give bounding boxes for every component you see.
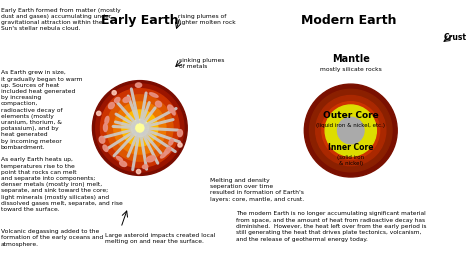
Circle shape [137, 169, 141, 174]
Ellipse shape [105, 116, 109, 124]
Text: Melting and density
seperation over time
resulted in formation of Earth's
layers: Melting and density seperation over time… [210, 178, 305, 201]
Text: (solid iron
& nickel): (solid iron & nickel) [337, 155, 365, 166]
Ellipse shape [146, 156, 155, 162]
Text: Volcanic degassing added to the
formation of the early oceans and
atmosphere.: Volcanic degassing added to the formatio… [1, 229, 103, 247]
Circle shape [97, 111, 101, 115]
Text: Early Earth: Early Earth [101, 14, 179, 27]
Ellipse shape [143, 165, 148, 169]
Ellipse shape [123, 97, 130, 102]
Text: Outer Core: Outer Core [323, 111, 379, 120]
Ellipse shape [103, 123, 108, 132]
Ellipse shape [115, 98, 120, 102]
Circle shape [322, 102, 380, 159]
Circle shape [114, 102, 166, 154]
Ellipse shape [117, 156, 122, 161]
Ellipse shape [99, 136, 105, 143]
Text: Inner Core: Inner Core [328, 143, 374, 152]
Ellipse shape [155, 101, 162, 107]
Text: Early Earth formed from matter (mostly
dust and gases) accumulating under
gravit: Early Earth formed from matter (mostly d… [1, 8, 120, 31]
Ellipse shape [119, 161, 127, 166]
Ellipse shape [103, 145, 108, 152]
Text: Modern Earth: Modern Earth [301, 14, 396, 27]
Circle shape [100, 89, 179, 167]
Circle shape [316, 95, 386, 166]
Text: The modern Earth is no longer accumulating significant material
from space, and : The modern Earth is no longer accumulati… [236, 211, 427, 242]
Ellipse shape [168, 105, 174, 112]
Text: As Earth grew in size,
it gradually began to warm
up. Sources of heat
included h: As Earth grew in size, it gradually bega… [1, 70, 82, 150]
Ellipse shape [149, 93, 158, 97]
Circle shape [178, 143, 182, 147]
Ellipse shape [177, 130, 182, 137]
Text: Large asteroid impacts created local
melting on and near the surface.: Large asteroid impacts created local mel… [105, 233, 216, 244]
Ellipse shape [109, 102, 114, 109]
Circle shape [131, 120, 148, 136]
Circle shape [107, 95, 173, 161]
Circle shape [310, 89, 392, 172]
Text: As early Earth heats up,
temperatures rise to the
point that rocks can melt
and : As early Earth heats up, temperatures ri… [1, 157, 123, 212]
Circle shape [325, 105, 376, 156]
Circle shape [92, 81, 187, 175]
Circle shape [304, 84, 397, 177]
Circle shape [96, 84, 184, 172]
Text: rising plumes of
lighter molten rock: rising plumes of lighter molten rock [178, 14, 236, 25]
Ellipse shape [136, 83, 142, 87]
Ellipse shape [169, 139, 173, 145]
Circle shape [337, 117, 364, 144]
Ellipse shape [161, 152, 167, 158]
Text: (liquid iron & nickel, etc.): (liquid iron & nickel, etc.) [316, 123, 385, 128]
Circle shape [112, 91, 116, 95]
Text: sinking plumes
of metals: sinking plumes of metals [179, 58, 225, 69]
Text: mostly silicate rocks: mostly silicate rocks [320, 67, 382, 72]
Text: Mantle: Mantle [332, 54, 370, 64]
Text: Crust: Crust [444, 33, 466, 42]
Ellipse shape [164, 147, 171, 154]
Circle shape [122, 110, 158, 146]
Ellipse shape [171, 108, 175, 115]
